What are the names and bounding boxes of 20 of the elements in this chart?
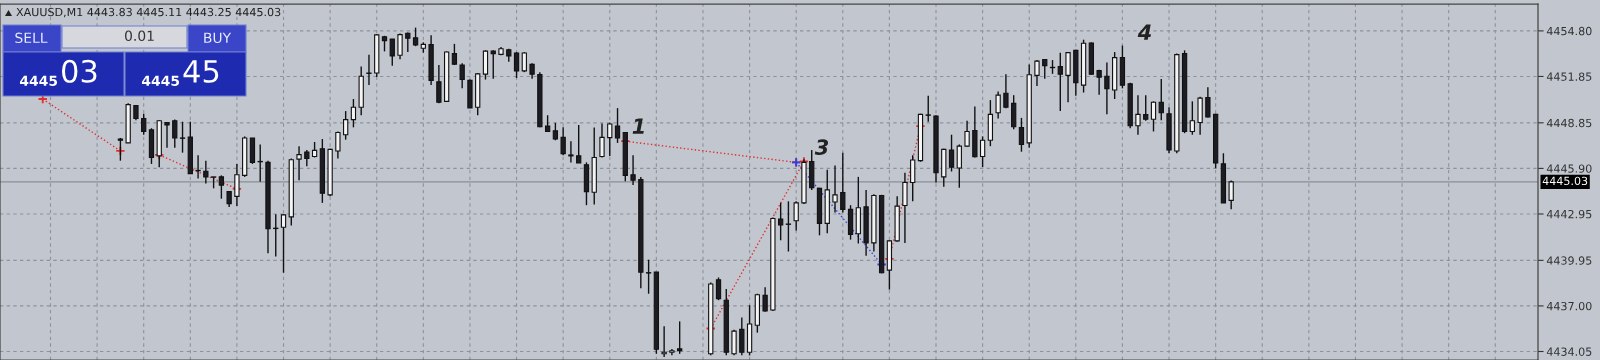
ref-line-label: 4445.03: [1542, 176, 1588, 186]
y-tick-label: 4442.95: [1546, 209, 1592, 219]
y-tick-label: 4439.95: [1546, 256, 1592, 265]
y-tick-label: 4434.05: [1546, 347, 1592, 356]
y-tick-label: 4448.85: [1546, 118, 1592, 128]
annotation: 0.01: [124, 30, 154, 42]
annotation: 4445: [19, 75, 58, 87]
annotation: 03: [62, 59, 97, 83]
annotation: SELL: [15, 32, 48, 44]
annotation: 4445: [141, 75, 180, 87]
y-tick-label: 4445.90: [1546, 164, 1592, 173]
annotation: 1: [632, 118, 644, 134]
y-tick-label: 4454.80: [1546, 26, 1592, 36]
annotation: 4: [1137, 24, 1151, 40]
annotation: 45: [183, 60, 219, 83]
chart-title: XAUUSD,M1 4443.83 4445.11 4443.25 4445.03: [16, 7, 281, 18]
y-tick-label: 4451.85: [1546, 72, 1592, 81]
annotation: 3: [814, 139, 829, 156]
y-tick-label: 4437.00: [1546, 301, 1592, 311]
annotation: BUY: [204, 32, 232, 44]
